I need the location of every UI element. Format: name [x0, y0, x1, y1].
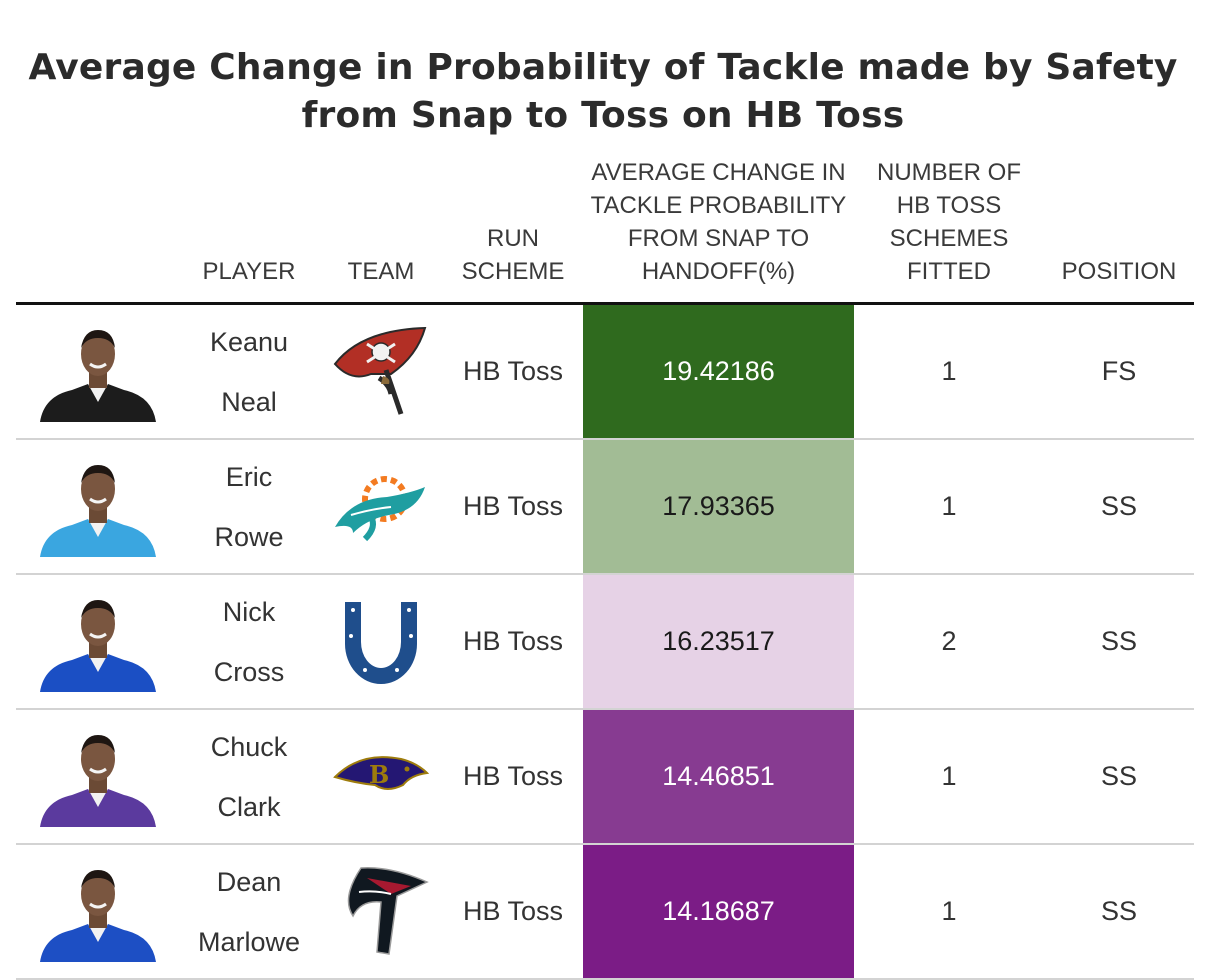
position-cell: SS: [1044, 574, 1194, 710]
headshot-cell: [16, 303, 179, 440]
schemes-fitted-cell: 1: [854, 303, 1044, 440]
header-row: PLAYER TEAM RUN SCHEME AVERAGE CHANGE IN…: [16, 156, 1194, 305]
player-headshot-icon: [39, 464, 156, 557]
player-last-name: Rowe: [214, 521, 284, 552]
player-last-name: Marlowe: [197, 926, 301, 957]
chart-title-line-2: from Snap to Toss on HB Toss: [301, 95, 905, 136]
team-cell: [319, 844, 443, 980]
player-last-name: Cross: [213, 656, 285, 687]
headshot-cell: [16, 844, 179, 980]
headshot-cell: [16, 574, 179, 710]
headshot-cell: [16, 439, 179, 575]
position-cell: SS: [1044, 709, 1194, 845]
player-first-name: Chuck: [210, 731, 288, 762]
position-cell: FS: [1044, 303, 1194, 440]
header-position: POSITION: [1044, 156, 1194, 305]
player-first-name: Keanu: [209, 326, 289, 357]
player-name: Keanu Neal: [179, 303, 319, 440]
table-row: Nick Cross HB Toss 16.23517 2 SS: [16, 574, 1194, 710]
data-table: PLAYER TEAM RUN SCHEME AVERAGE CHANGE IN…: [16, 156, 1194, 980]
team-cell: [319, 574, 443, 710]
player-last-name: Neal: [221, 386, 277, 417]
player-first-name: Nick: [222, 596, 276, 627]
ravens-logo-icon: B: [333, 755, 430, 790]
run-scheme-cell: HB Toss: [443, 844, 583, 980]
run-scheme-cell: HB Toss: [443, 709, 583, 845]
dolphins-logo-icon: [335, 475, 425, 541]
header-run-scheme: RUN SCHEME: [443, 156, 583, 305]
player-first-name: Eric: [225, 461, 273, 492]
table-row: Dean Marlowe HB Toss 14.18687 1 SS: [16, 844, 1194, 980]
player-headshot-icon: [39, 599, 156, 692]
team-cell: B: [319, 709, 443, 845]
average-change-cell: 17.93365: [583, 439, 854, 575]
svg-text:B: B: [369, 760, 389, 789]
player-name: Nick Cross: [179, 574, 319, 710]
player-name: Dean Marlowe: [179, 844, 319, 980]
run-scheme-cell: HB Toss: [443, 439, 583, 575]
table-body: Keanu Neal HB Toss 19.42186 1 FS Eric Rowe HB To…: [16, 303, 1194, 980]
schemes-fitted-cell: 1: [854, 844, 1044, 980]
average-change-cell: 19.42186: [583, 303, 854, 440]
team-cell: [319, 439, 443, 575]
schemes-fitted-cell: 2: [854, 574, 1044, 710]
run-scheme-cell: HB Toss: [443, 574, 583, 710]
header-team: TEAM: [319, 156, 443, 305]
table-row: Eric Rowe HB Toss 17.93365 1 SS: [16, 439, 1194, 575]
team-cell: [319, 303, 443, 440]
schemes-fitted-cell: 1: [854, 439, 1044, 575]
schemes-fitted-cell: 1: [854, 709, 1044, 845]
average-change-cell: 16.23517: [583, 574, 854, 710]
falcons-logo-icon: [347, 866, 429, 955]
colts-logo-icon: [345, 601, 417, 684]
header-average-change: AVERAGE CHANGE IN TACKLE PROBABILITY FRO…: [583, 156, 854, 305]
table-row: Chuck Clark B HB Toss 14.46851 1 SS: [16, 709, 1194, 845]
player-last-name: Clark: [217, 791, 281, 822]
header-player: PLAYER: [179, 156, 319, 305]
headshot-cell: [16, 709, 179, 845]
header-headshot: [16, 156, 179, 305]
player-headshot-icon: [39, 734, 156, 827]
chart-title-line-1: Average Change in Probability of Tackle …: [28, 47, 1178, 88]
average-change-cell: 14.18687: [583, 844, 854, 980]
average-change-cell: 14.46851: [583, 709, 854, 845]
run-scheme-cell: HB Toss: [443, 303, 583, 440]
player-headshot-icon: [39, 329, 156, 422]
table-row: Keanu Neal HB Toss 19.42186 1 FS: [16, 303, 1194, 440]
position-cell: SS: [1044, 439, 1194, 575]
player-name: Eric Rowe: [179, 439, 319, 575]
player-first-name: Dean: [216, 866, 282, 897]
position-cell: SS: [1044, 844, 1194, 980]
header-schemes-fitted: NUMBER OF HB TOSS SCHEMES FITTED: [854, 156, 1044, 305]
player-name: Chuck Clark: [179, 709, 319, 845]
player-headshot-icon: [39, 869, 156, 962]
chart-title: Average Change in Probability of Tackle …: [0, 44, 1206, 140]
buccaneers-logo-icon: [333, 326, 427, 415]
